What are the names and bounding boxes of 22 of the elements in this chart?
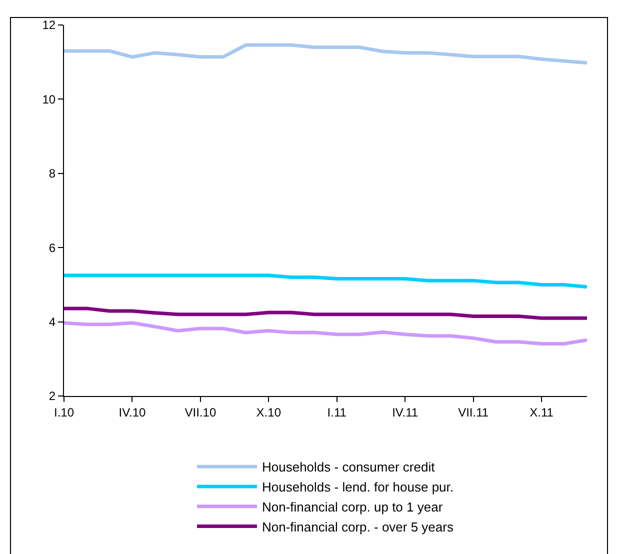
x-tick-label: I.10 xyxy=(54,405,74,420)
line-series xyxy=(64,306,587,320)
line-series xyxy=(64,43,587,65)
line-series xyxy=(64,274,587,289)
x-tick-label: IV.10 xyxy=(118,405,146,420)
y-tick-label: 10 xyxy=(42,92,56,106)
y-tick-label: 6 xyxy=(48,240,56,255)
legend-label: Non-financial corp. up to 1 year xyxy=(262,499,444,514)
y-tick-label: 8 xyxy=(48,166,56,181)
legend-label: Non-financial corp. - over 5 years xyxy=(262,519,454,534)
x-tick-label: X.10 xyxy=(256,405,282,420)
y-tick-label: 4 xyxy=(48,315,56,329)
x-tick-label: I.11 xyxy=(327,405,347,420)
legend-label: Households - consumer credit xyxy=(262,460,436,475)
y-tick-label: 2 xyxy=(48,389,56,404)
x-tick-label: X.11 xyxy=(530,405,554,420)
x-tick-label: VII.11 xyxy=(458,405,489,420)
legend-label: Households - lend. for house pur. xyxy=(262,480,454,495)
y-tick-label: 12 xyxy=(42,18,56,32)
x-tick-label: IV.11 xyxy=(392,405,418,420)
x-tick-label: VII.10 xyxy=(184,405,216,420)
line-series xyxy=(64,321,587,346)
